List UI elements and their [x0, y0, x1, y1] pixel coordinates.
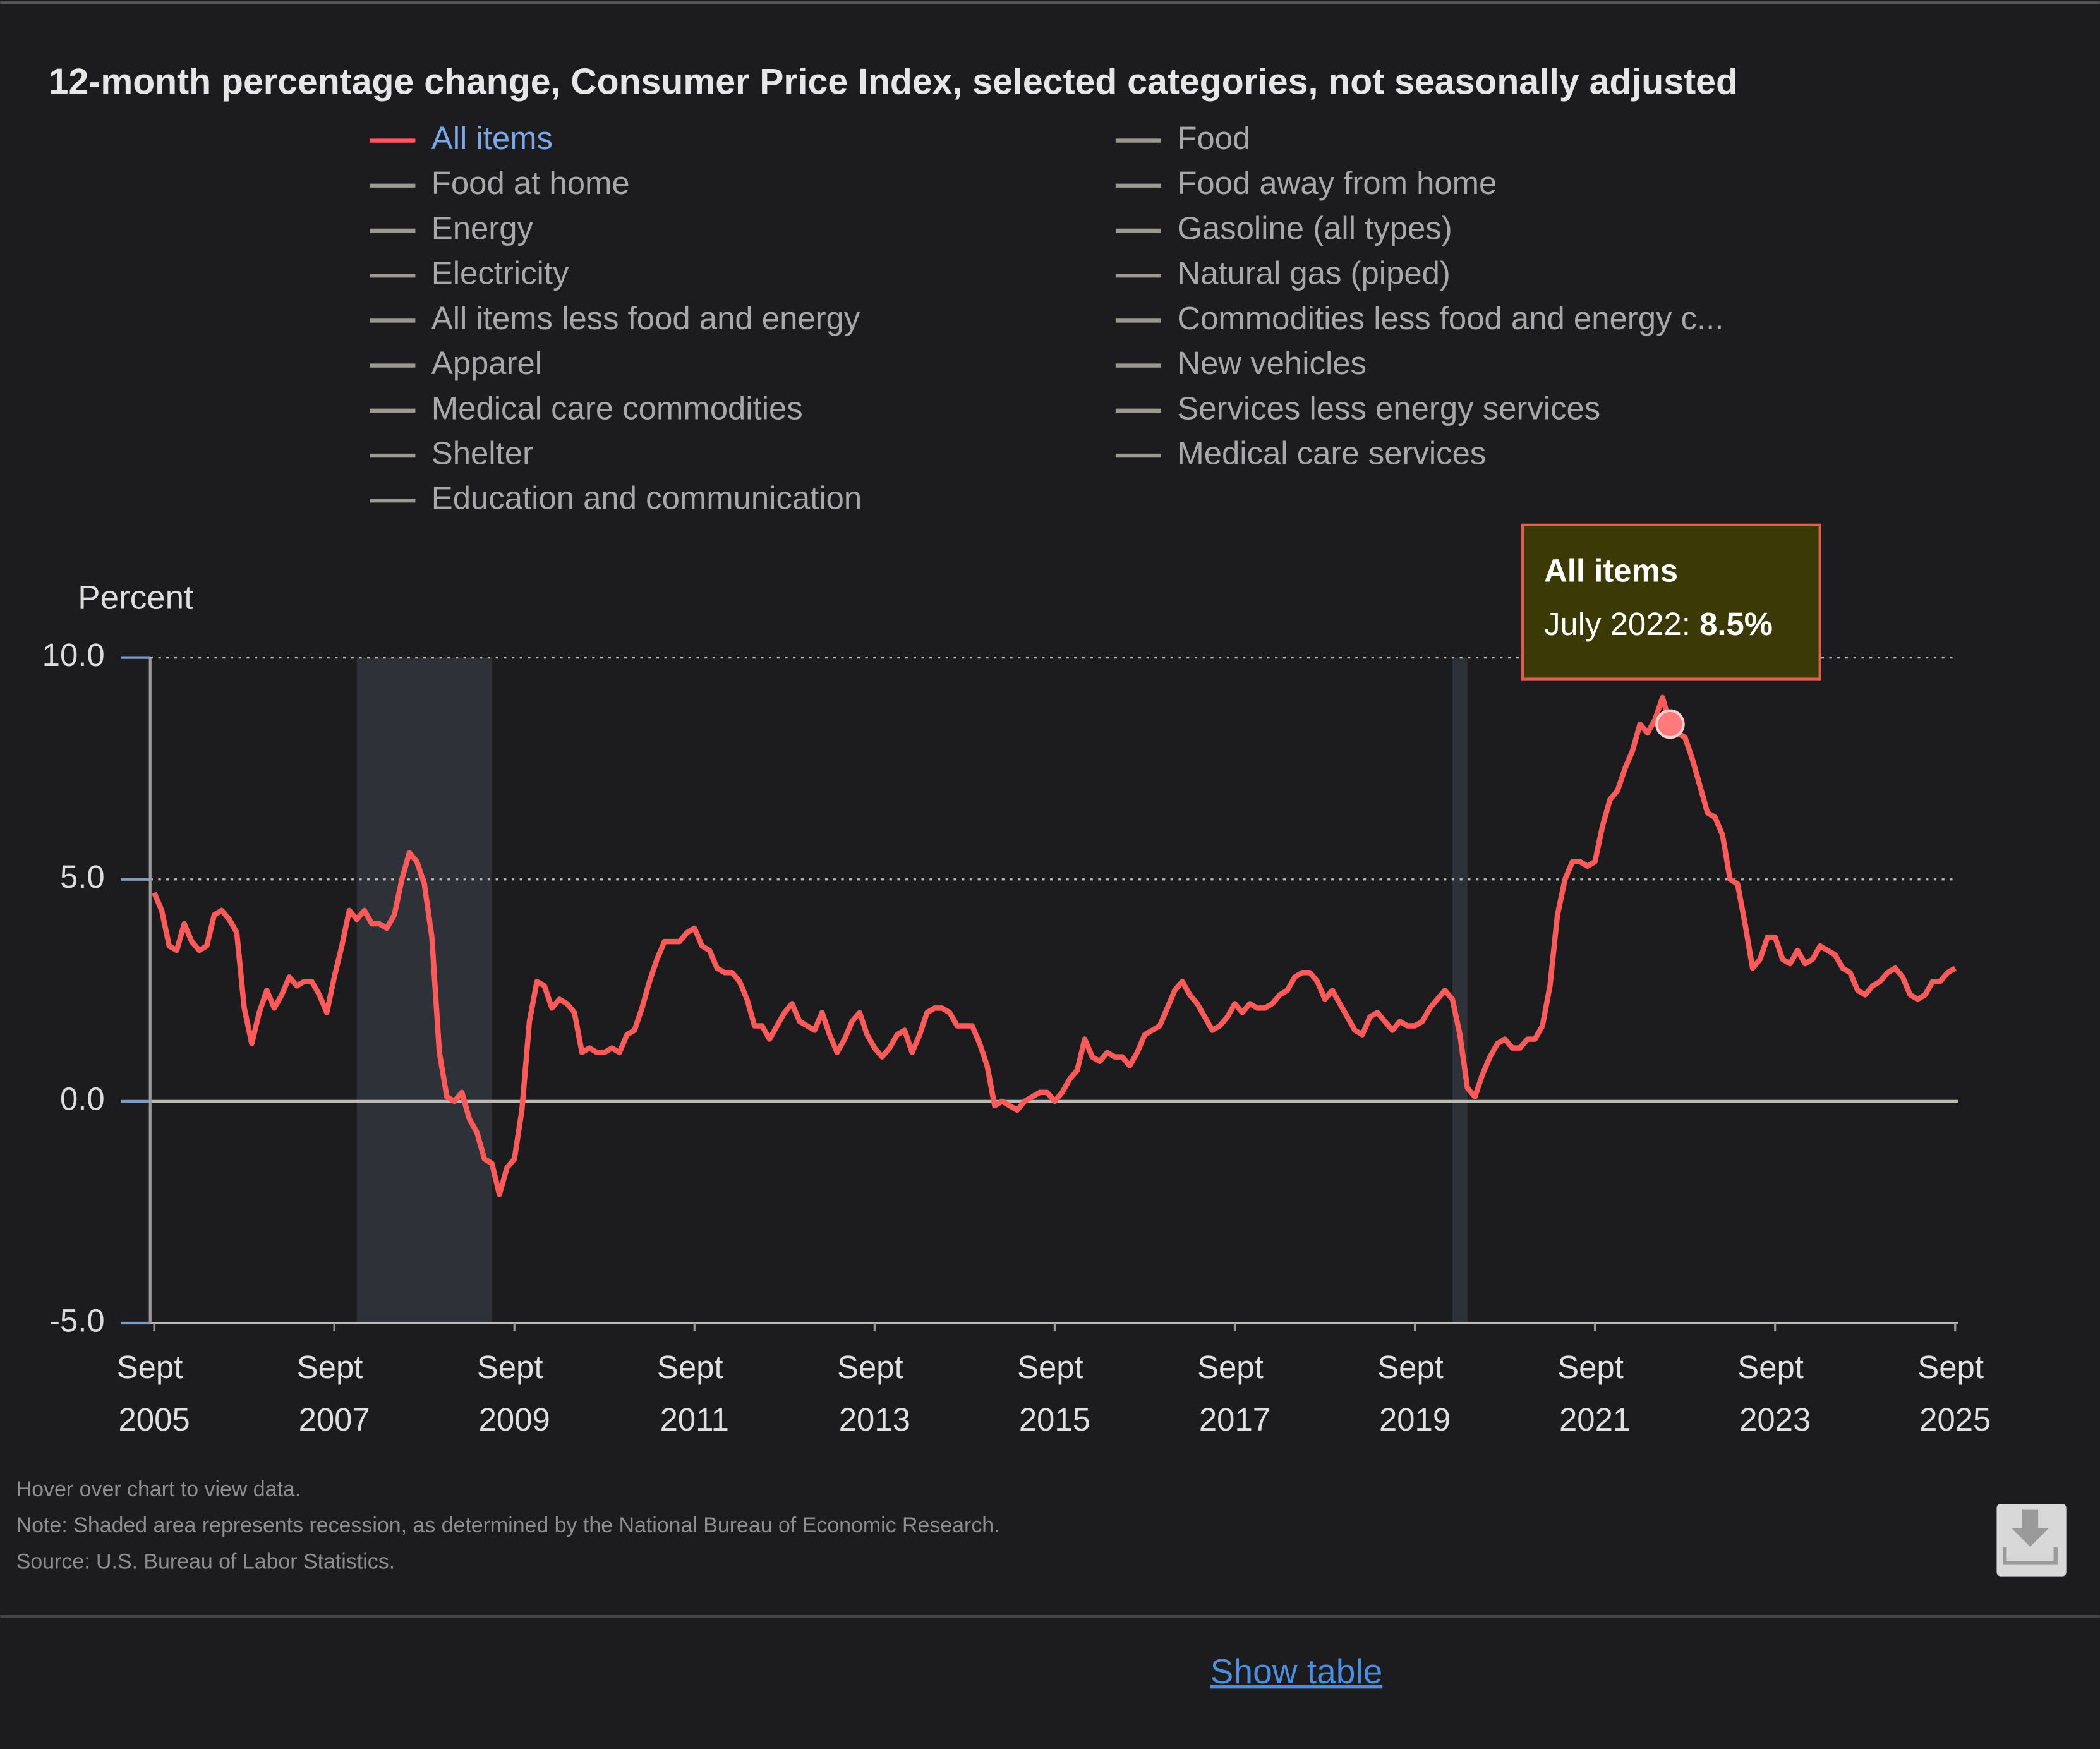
x-tick-label: Sept 2021 — [1557, 1350, 1632, 1438]
legend-label[interactable]: New vehicles — [1177, 345, 1367, 381]
download-arrow — [2011, 1509, 2049, 1547]
y-tick-label: 0.0 — [60, 1080, 105, 1117]
tooltip-title: All items — [1544, 553, 1678, 589]
tooltip-box — [1521, 523, 1821, 681]
x-tick-label: Sept 2013 — [837, 1350, 912, 1438]
recession-shade — [1452, 657, 1468, 1324]
footnote: Hover over chart to view data. — [16, 1477, 301, 1501]
legend-label[interactable]: Services less energy services — [1177, 390, 1600, 426]
legend-label[interactable]: Medical care services — [1177, 435, 1486, 471]
legend-label[interactable]: Food at home — [431, 165, 630, 201]
chart-title: 12-month percentage change, Consumer Pri… — [49, 62, 1738, 102]
legend-label[interactable]: Energy — [431, 210, 534, 246]
legend-label[interactable]: All items — [431, 120, 553, 156]
tooltip-date: July 2022: — [1544, 606, 1691, 642]
download-tray — [2002, 1546, 2058, 1565]
x-tick-label: Sept 2007 — [297, 1350, 372, 1438]
x-tick-label: Sept 2009 — [477, 1350, 552, 1438]
legend-label[interactable]: Shelter — [431, 435, 533, 471]
y-tick-label: -5.0 — [49, 1302, 105, 1338]
hover-marker — [1655, 709, 1685, 739]
legend-label[interactable]: Food — [1177, 120, 1250, 156]
x-tick-label: Sept 2023 — [1737, 1350, 1813, 1438]
legend-label[interactable]: Gasoline (all types) — [1177, 210, 1452, 246]
show-table-link[interactable]: Show table — [1210, 1652, 1383, 1691]
footnote: Source: U.S. Bureau of Labor Statistics. — [16, 1549, 395, 1573]
legend-label[interactable]: Natural gas (piped) — [1177, 255, 1451, 291]
y-tick-label: 5.0 — [60, 859, 105, 895]
tooltip-value: 8.5% — [1699, 606, 1773, 642]
download-button[interactable] — [1996, 1504, 2067, 1577]
legend-label[interactable]: Commodities less food and energy c... — [1177, 300, 1723, 336]
x-tick-label: Sept 2005 — [117, 1350, 192, 1438]
legend-label[interactable]: Education and communication — [431, 480, 862, 516]
x-tick-label: Sept 2019 — [1377, 1350, 1452, 1438]
recession-shade — [356, 657, 492, 1324]
y-tick-label: 10.0 — [42, 637, 105, 673]
y-axis-title: Percent — [78, 579, 193, 617]
footnote: Note: Shaded area represents recession, … — [16, 1513, 1000, 1537]
x-tick-label: Sept 2025 — [1917, 1350, 1993, 1438]
tooltip-line: July 2022: 8.5% — [1544, 606, 1773, 642]
series-line — [152, 694, 1957, 1197]
x-tick-label: Sept 2017 — [1197, 1350, 1272, 1438]
legend-label[interactable]: Electricity — [431, 255, 569, 291]
legend-label[interactable]: Food away from home — [1177, 165, 1497, 201]
legend-label[interactable]: Apparel — [431, 345, 542, 381]
legend-label[interactable]: All items less food and energy — [431, 300, 860, 336]
x-tick-label: Sept 2011 — [657, 1350, 732, 1438]
x-tick-label: Sept 2015 — [1017, 1350, 1092, 1438]
legend-label[interactable]: Medical care commodities — [431, 390, 803, 426]
